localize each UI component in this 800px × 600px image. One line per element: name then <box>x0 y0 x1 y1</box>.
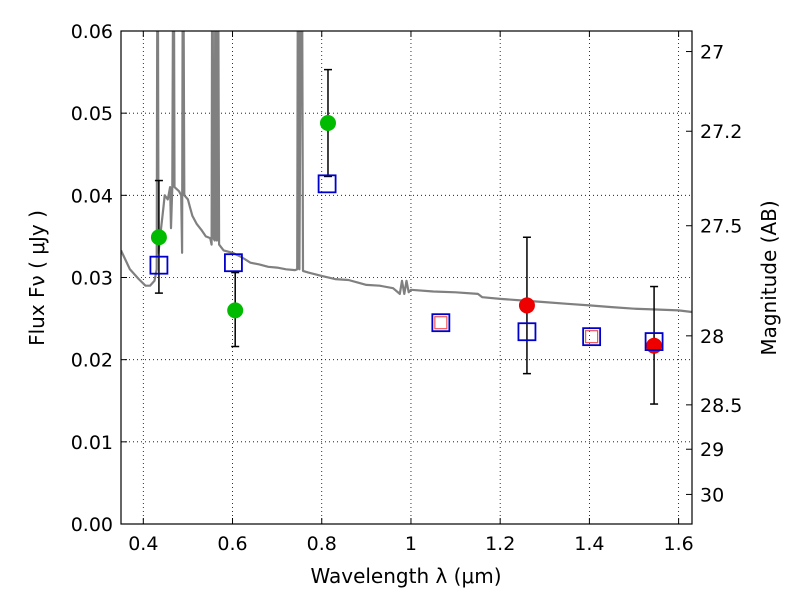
model-point <box>431 313 451 333</box>
x-tick-label: 0.4 <box>128 533 158 555</box>
axis-ticks: 0.4 0.6 0.8 1 1.2 1.4 1.6 0.00 0.01 0.02 0.03 0.04 0… <box>71 21 743 555</box>
right-tick-label: 28.5 <box>700 395 742 417</box>
model-point <box>644 332 664 351</box>
y-tick-label: 0.03 <box>71 268 113 290</box>
data-point <box>150 229 167 246</box>
x-tick-label: 0.6 <box>217 533 247 555</box>
right-tick-label: 27.5 <box>700 216 742 238</box>
x-tick-label: 0.8 <box>307 533 337 555</box>
y-tick-label: 0.04 <box>71 185 113 207</box>
right-tick-label: 28 <box>700 326 724 348</box>
right-tick-label: 29 <box>700 439 724 461</box>
y-tick-label: 0.01 <box>71 432 113 454</box>
data-point <box>227 302 244 319</box>
right-tick-label: 30 <box>700 484 724 506</box>
right-axis-label: Magnitude (AB) <box>757 200 781 355</box>
x-tick-label: 1.2 <box>485 533 515 555</box>
model-point <box>517 322 537 342</box>
data-point <box>646 337 663 354</box>
y-tick-label: 0.05 <box>71 103 113 125</box>
right-tick-label: 27 <box>700 42 724 64</box>
photometry-markers <box>149 115 664 354</box>
x-tick-label: 1.4 <box>574 533 604 555</box>
y-axis-label: Flux Fν ( μJy ) <box>25 210 49 346</box>
x-tick-label: 1 <box>405 533 417 555</box>
right-tick-label: 27.2 <box>700 121 742 143</box>
model-point <box>317 174 337 194</box>
y-tick-label: 0.06 <box>71 21 113 43</box>
data-point <box>518 297 535 314</box>
model-point-inner <box>585 330 599 344</box>
model-point <box>149 255 169 275</box>
y-tick-label: 0.00 <box>71 514 113 536</box>
model-point-inner <box>434 316 448 330</box>
model-point <box>224 253 243 273</box>
x-tick-label: 1.6 <box>664 533 694 555</box>
plot-background <box>121 31 692 524</box>
y-tick-label: 0.02 <box>71 350 113 372</box>
model-point <box>582 327 602 347</box>
x-axis-label: Wavelength λ (μm) <box>310 564 501 588</box>
data-point <box>319 115 336 132</box>
